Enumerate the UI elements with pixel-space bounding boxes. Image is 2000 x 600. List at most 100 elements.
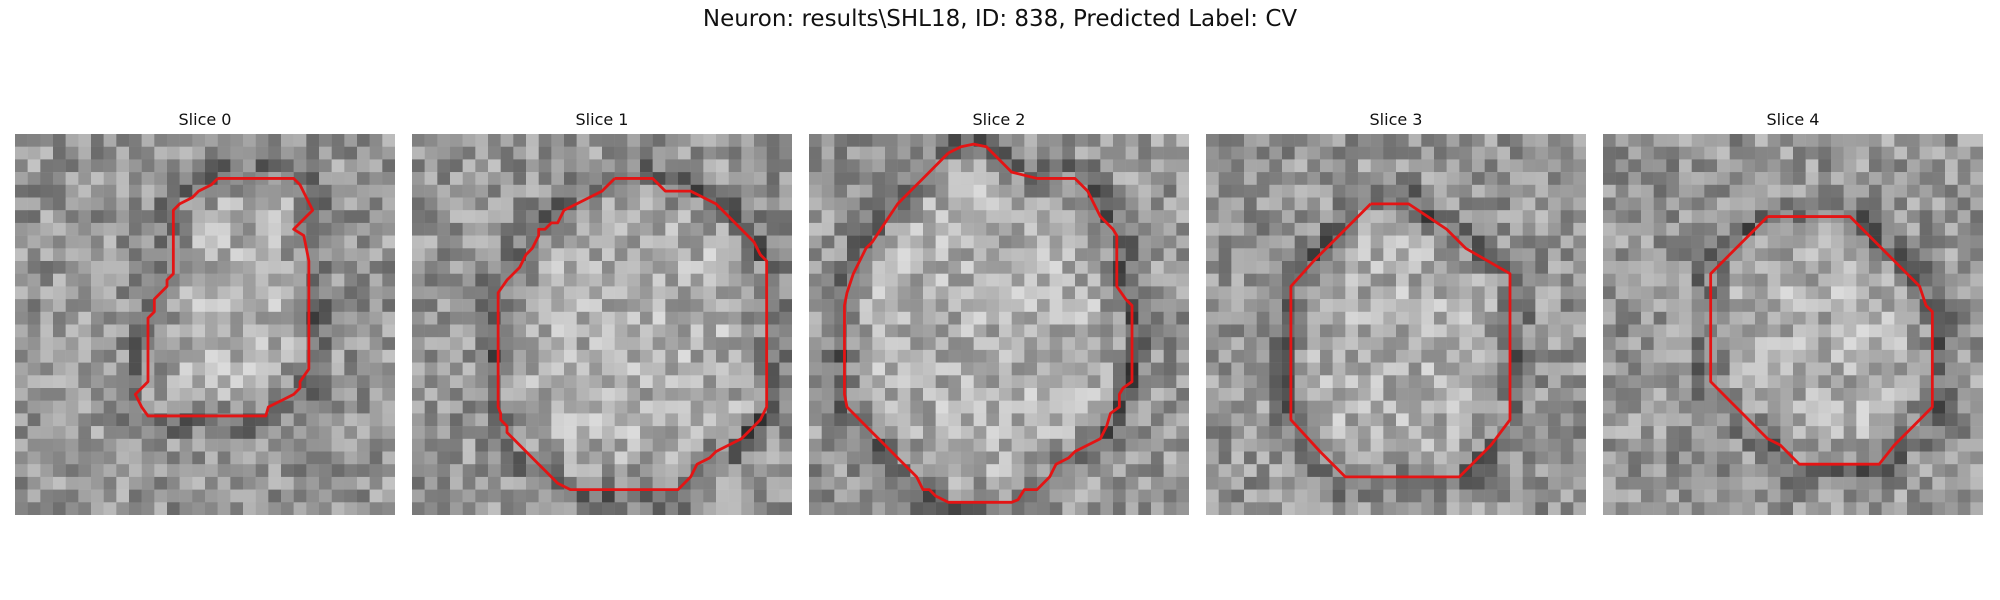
pixel xyxy=(754,489,767,503)
pixel xyxy=(1805,197,1819,211)
pixel xyxy=(986,502,1000,515)
slice-image-2 xyxy=(809,134,1189,515)
pixel xyxy=(1704,388,1718,401)
pixel xyxy=(255,286,269,300)
pixel xyxy=(741,349,755,363)
pixel xyxy=(1932,388,1946,401)
pixel xyxy=(665,146,679,160)
pixel xyxy=(1653,324,1667,338)
pixel xyxy=(437,426,451,440)
pixel xyxy=(551,388,565,401)
pixel xyxy=(973,413,987,427)
pixel xyxy=(1615,413,1629,427)
pixel xyxy=(1628,413,1642,427)
pixel xyxy=(1970,388,1983,401)
pixel xyxy=(268,349,282,363)
pixel xyxy=(40,400,54,414)
pixel xyxy=(1818,197,1832,211)
pixel xyxy=(382,311,395,325)
pixel xyxy=(652,311,666,325)
pixel xyxy=(1679,235,1692,249)
pixel xyxy=(1691,413,1705,427)
pixel xyxy=(1666,286,1680,300)
pixel xyxy=(1421,273,1435,287)
pixel xyxy=(129,273,142,287)
pixel xyxy=(217,235,231,249)
pixel xyxy=(1919,464,1933,478)
pixel xyxy=(766,349,780,363)
pixel xyxy=(1244,273,1257,287)
pixel xyxy=(614,400,628,414)
pixel xyxy=(91,451,104,465)
pixel xyxy=(230,222,244,236)
pixel xyxy=(1345,286,1359,300)
pixel xyxy=(1615,134,1629,147)
pixel xyxy=(306,489,320,503)
pixel xyxy=(1535,146,1549,160)
pixel xyxy=(703,197,717,211)
pixel xyxy=(344,489,358,503)
pixel xyxy=(589,324,603,338)
pixel xyxy=(1510,400,1523,414)
pixel xyxy=(999,388,1012,401)
pixel xyxy=(268,388,282,401)
pixel xyxy=(382,388,395,401)
pixel xyxy=(576,134,590,147)
pixel xyxy=(973,222,987,236)
pixel xyxy=(538,273,552,287)
pixel xyxy=(462,426,476,440)
pixel xyxy=(1446,400,1460,414)
pixel xyxy=(1332,197,1346,211)
pixel xyxy=(154,349,168,363)
pixel xyxy=(1932,413,1946,427)
pixel xyxy=(1037,261,1050,274)
pixel xyxy=(1125,464,1139,478)
pixel xyxy=(614,375,628,389)
pixel xyxy=(1332,172,1346,186)
pixel xyxy=(1957,311,1971,325)
pixel xyxy=(1945,235,1958,249)
pixel xyxy=(424,273,438,287)
pixel xyxy=(1510,413,1523,427)
pixel xyxy=(1653,337,1667,351)
pixel xyxy=(217,362,231,376)
pixel xyxy=(331,388,345,401)
pixel xyxy=(1434,146,1447,160)
pixel xyxy=(331,451,345,465)
pixel xyxy=(1510,159,1523,173)
pixel xyxy=(1535,476,1549,490)
pixel xyxy=(205,362,218,376)
pixel xyxy=(1163,210,1177,224)
pixel xyxy=(973,146,987,160)
pixel xyxy=(344,159,358,173)
pixel xyxy=(382,286,395,300)
pixel xyxy=(1603,146,1616,160)
pixel xyxy=(255,502,269,515)
pixel xyxy=(167,299,180,313)
pixel xyxy=(116,222,130,236)
pixel xyxy=(1945,337,1958,351)
pixel xyxy=(1408,273,1422,287)
pixel xyxy=(703,299,717,313)
pixel xyxy=(475,413,489,427)
pixel xyxy=(728,286,742,300)
pixel xyxy=(935,210,949,224)
pixel xyxy=(1767,311,1781,325)
pixel xyxy=(1666,375,1680,389)
pixel xyxy=(973,172,987,186)
pixel xyxy=(589,134,603,147)
pixel xyxy=(1049,413,1063,427)
pixel xyxy=(766,502,780,515)
pixel xyxy=(986,426,1000,440)
pixel xyxy=(859,502,873,515)
pixel xyxy=(1679,261,1692,274)
pixel xyxy=(999,426,1012,440)
pixel xyxy=(116,210,130,224)
pixel xyxy=(1497,286,1511,300)
pixel xyxy=(1024,464,1038,478)
pixel xyxy=(1269,146,1283,160)
pixel xyxy=(961,311,974,325)
pixel xyxy=(1510,489,1523,503)
pixel xyxy=(1037,146,1050,160)
pixel xyxy=(1100,146,1114,160)
